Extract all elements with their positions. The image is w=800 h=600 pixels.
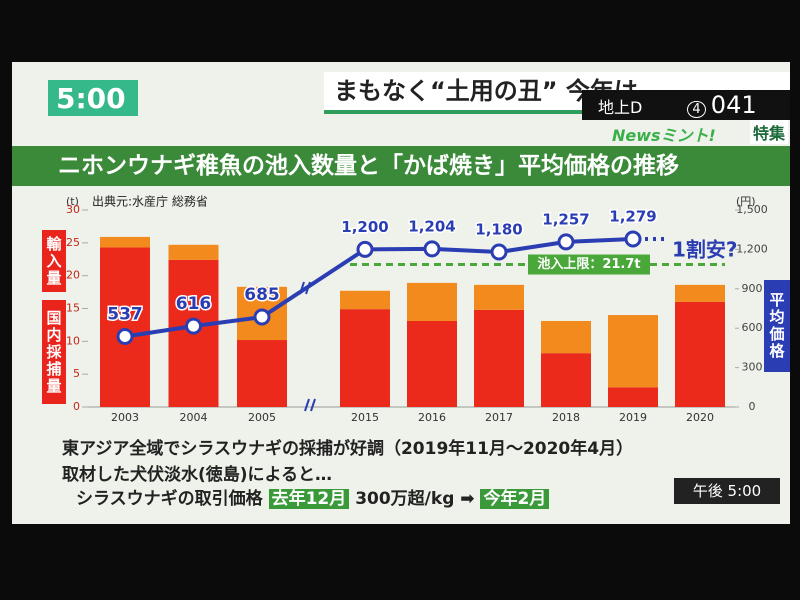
y-tick-label: 25	[66, 236, 80, 249]
price-label: 685	[244, 285, 280, 305]
price: 300万超/kg	[355, 489, 455, 509]
bar-segment	[100, 247, 150, 407]
y-tick-label: 20	[66, 269, 80, 282]
corner: 特集	[750, 120, 789, 144]
price-marker	[116, 327, 134, 345]
bullet-1: 東アジア全域でシラスウナギの採捕が好調（2019年11月～2020年4月）	[62, 439, 634, 459]
y2-tick-label: 1,200	[736, 242, 768, 255]
tv-screen: 5:00 まもなく“土用の丑” 今年は 地上D 4 041 Newsミント! 特…	[12, 62, 790, 524]
price-row: シラスウナギの取引価格 去年12月 300万超/kg ➡ 今年2月	[76, 484, 550, 509]
bar-segment	[474, 284, 524, 310]
x-tick-label: 2020	[686, 411, 714, 424]
source: 出典元:水産庁 総務省	[92, 194, 208, 209]
channel-box: 地上D 4 041	[582, 90, 790, 120]
bar-segment	[541, 353, 591, 407]
legend-domestic: 国内採捕量	[42, 300, 66, 404]
break-mark	[304, 398, 310, 412]
break-mark	[310, 398, 316, 412]
bar-segment	[608, 315, 658, 388]
x-tick-label: 2015	[351, 411, 379, 424]
channel-code: 041	[710, 91, 757, 119]
title-bar: ニホンウナギ稚魚の池入数量と「かば焼き」平均価格の推移	[12, 146, 790, 186]
channel-num: 4	[687, 101, 706, 118]
x-tick-label: 2004	[180, 411, 208, 424]
y2-tick-label: 1,500	[736, 203, 768, 216]
price-marker	[624, 230, 642, 248]
this-year: 今年2月	[480, 489, 550, 509]
y2-tick-label: 300	[742, 361, 763, 374]
bar-segment	[675, 284, 725, 302]
bar-segment	[407, 282, 457, 321]
y-tick-label: 30	[66, 203, 80, 216]
bar-segment	[675, 301, 725, 407]
x-tick-label: 2019	[619, 411, 647, 424]
bar-segment	[340, 309, 390, 407]
bar-segment	[100, 236, 150, 248]
last-year: 去年12月	[268, 489, 350, 509]
clock: 5:00	[56, 82, 126, 115]
price-label: 1,200	[341, 218, 388, 236]
annotation: 1割安?	[672, 238, 738, 262]
price-marker	[423, 240, 441, 258]
y2-tick-label: 0	[749, 400, 756, 413]
price-label: 537	[107, 304, 143, 324]
legend-import: 輸入量	[42, 230, 66, 292]
y2-tick-label: 600	[742, 321, 763, 334]
price-line	[124, 237, 634, 339]
bullet-2: 取材した犬伏淡水(徳島)によると…	[62, 465, 333, 485]
clock-bottom: 午後 5:00	[674, 478, 780, 504]
price-marker	[557, 233, 575, 251]
bar-segment	[474, 309, 524, 407]
price-label: 616	[176, 294, 212, 314]
limit-label: 池入上限：21.7t	[537, 256, 640, 272]
bar-segment	[340, 290, 390, 310]
y-unit: (t)	[66, 195, 79, 208]
x-tick-label: 2003	[111, 411, 139, 424]
price-label: 1,257	[542, 210, 589, 228]
program: Newsミント!	[612, 126, 716, 145]
bar-segment	[168, 244, 219, 260]
bar-segment	[541, 320, 591, 354]
price-marker	[185, 317, 202, 335]
y-tick-label: 15	[66, 302, 80, 315]
price-marker	[253, 308, 271, 326]
price-label: 1,204	[408, 217, 455, 235]
y2-unit: (円)	[736, 195, 756, 208]
channel: 地上D	[598, 98, 643, 117]
x-tick-label: 2017	[485, 411, 513, 424]
price-marker	[356, 240, 374, 258]
bar-segment	[407, 320, 457, 407]
legend-price: 平均価格	[764, 280, 790, 372]
price-marker	[490, 243, 508, 261]
y2-tick-label: 900	[742, 282, 763, 295]
y-tick-label: 10	[66, 334, 80, 347]
price-label: 1,180	[475, 221, 522, 239]
x-tick-label: 2018	[552, 411, 580, 424]
x-tick-label: 2005	[248, 411, 276, 424]
limit-label-box	[528, 254, 650, 275]
y-tick-label: 0	[73, 400, 80, 413]
price-text: シラスウナギの取引価格	[76, 489, 263, 509]
bar-segment	[608, 387, 658, 407]
bar-segment	[237, 340, 287, 407]
clock-box	[48, 80, 138, 116]
price-label: 1,279	[609, 208, 656, 226]
y-tick-label: 5	[73, 367, 80, 380]
x-tick-label: 2016	[418, 411, 446, 424]
